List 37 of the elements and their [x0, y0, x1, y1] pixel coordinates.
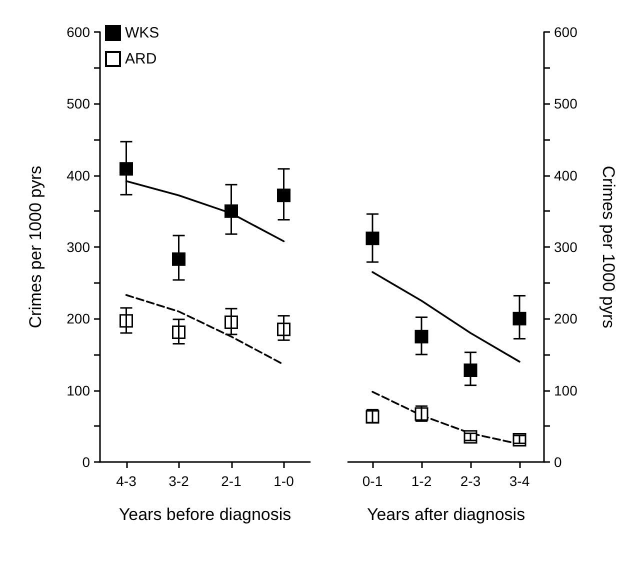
y-tick-label: 100 — [66, 382, 90, 398]
x-tick-label: 3-2 — [168, 473, 190, 489]
point — [464, 364, 478, 378]
line-series — [372, 271, 520, 363]
y2-tick-label: 100 — [554, 382, 578, 398]
y-tick-label: 0 — [82, 454, 90, 470]
y-tick-label: 200 — [66, 310, 90, 327]
y2-tick-label: 400 — [554, 167, 578, 184]
x-axis-title: Years after diagnosis — [366, 505, 526, 524]
y2-axis-title: Crimes per 1000 pyrs — [599, 166, 618, 328]
x-axis-title: Years before diagnosis — [118, 505, 292, 524]
legend-label: ARD — [125, 50, 157, 68]
y2-tick-label: 600 — [554, 24, 578, 40]
y-tick-label: 500 — [66, 96, 90, 112]
y-tick-label: 400 — [66, 167, 90, 184]
x-tick-label: 3-4 — [509, 473, 530, 489]
y-axis-title: Crimes per 1000 pyrs — [26, 166, 45, 328]
x-tick-label: 1-2 — [411, 473, 432, 489]
y2-tick-label: 200 — [554, 310, 578, 327]
point — [414, 330, 428, 344]
y2-tick-label: 0 — [554, 454, 562, 470]
point — [366, 232, 380, 246]
y-tick-label: 300 — [66, 239, 90, 255]
point — [224, 204, 238, 218]
legend-label: WKS — [125, 24, 160, 42]
x-tick-label: 4-3 — [116, 473, 137, 489]
point — [277, 188, 290, 202]
x-tick-label: 0-1 — [362, 473, 383, 489]
point — [120, 162, 133, 176]
y2-tick-label: 500 — [554, 96, 578, 112]
x-tick-label: 1-0 — [274, 473, 294, 489]
x-tick-label: 2-3 — [460, 473, 481, 489]
point — [172, 252, 186, 266]
point — [512, 312, 526, 326]
y2-tick-label: 300 — [554, 239, 578, 255]
x-tick-label: 2-1 — [221, 473, 242, 489]
y-tick-label: 600 — [66, 24, 90, 40]
